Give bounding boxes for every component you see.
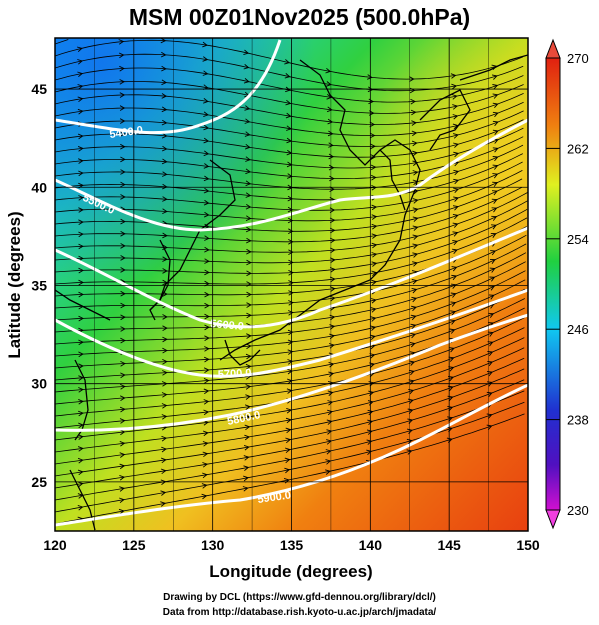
x-tick-label: 140 bbox=[359, 537, 383, 553]
colorbar-ramp bbox=[545, 57, 561, 511]
y-tick-label: 25 bbox=[31, 474, 47, 490]
contour-label-5900: 5900.0 bbox=[257, 489, 292, 506]
map-title: MSM 00Z01Nov2025 (500.0hPa) bbox=[128, 4, 471, 30]
wind-streamline bbox=[55, 288, 526, 381]
wind-streamline bbox=[55, 270, 526, 357]
colorbar-tick-label: 230 bbox=[567, 503, 589, 518]
y-tick-label: 30 bbox=[31, 376, 47, 392]
x-tick-label: 145 bbox=[437, 537, 461, 553]
x-tick-label: 125 bbox=[122, 537, 146, 553]
wind-streamline bbox=[55, 252, 527, 333]
wind-streamline bbox=[55, 200, 528, 264]
wind-streamline bbox=[55, 261, 526, 345]
map-axes: 120 125 130 135 140 145 150 25 30 35 40 45 bbox=[31, 81, 539, 553]
wind-streamline bbox=[55, 39, 69, 45]
colorbar-top-arrow bbox=[545, 38, 561, 59]
colorbar-tick-label: 254 bbox=[567, 232, 589, 247]
wind-streamline bbox=[55, 234, 527, 309]
x-tick-label: 135 bbox=[280, 537, 304, 553]
y-tick-label: 45 bbox=[31, 81, 47, 97]
x-tick-label: 130 bbox=[201, 537, 225, 553]
colorbar-tick-label: 262 bbox=[567, 141, 589, 156]
wind-streamline bbox=[55, 279, 526, 369]
contour-label-5600: 5600.0 bbox=[210, 318, 245, 333]
y-tick-label: 40 bbox=[31, 179, 47, 195]
wind-streamline bbox=[55, 243, 527, 321]
y-axis-label: Latitude (degrees) bbox=[5, 211, 24, 358]
wind-streamline bbox=[55, 53, 524, 92]
colorbar-tick-label: 238 bbox=[567, 413, 589, 428]
wind-streamline bbox=[55, 217, 528, 285]
x-tick-label: 120 bbox=[43, 537, 67, 553]
wind-streamline bbox=[55, 401, 525, 513]
wind-streamline bbox=[55, 39, 524, 80]
colorbar: 270 262 254 246 238 230 bbox=[545, 38, 589, 530]
contour-label-5700: 5700.0 bbox=[218, 367, 252, 381]
plot-frame bbox=[54, 37, 529, 532]
x-axis-label: Longitude (degrees) bbox=[209, 562, 372, 581]
wind-streamline bbox=[55, 337, 525, 441]
colorbar-tick-label: 246 bbox=[567, 322, 589, 337]
wind-streamline bbox=[55, 298, 525, 393]
wind-streamline bbox=[55, 67, 524, 103]
wind-streamline bbox=[55, 317, 525, 417]
wind-streamline bbox=[55, 192, 528, 253]
y-tick-label: 35 bbox=[31, 277, 47, 293]
contour-label-5400: 5400.0 bbox=[109, 124, 144, 141]
wind-streamline bbox=[55, 208, 528, 274]
wind-streamline bbox=[55, 347, 525, 453]
credit-data: Data from http://database.rish.kyoto-u.a… bbox=[162, 607, 437, 618]
x-tick-label: 150 bbox=[516, 537, 540, 553]
credit-drawing: Drawing by DCL (https://www.gfd-dennou.o… bbox=[163, 592, 436, 603]
colorbar-tick-label: 270 bbox=[567, 51, 589, 66]
colorbar-bottom-arrow bbox=[545, 509, 561, 530]
